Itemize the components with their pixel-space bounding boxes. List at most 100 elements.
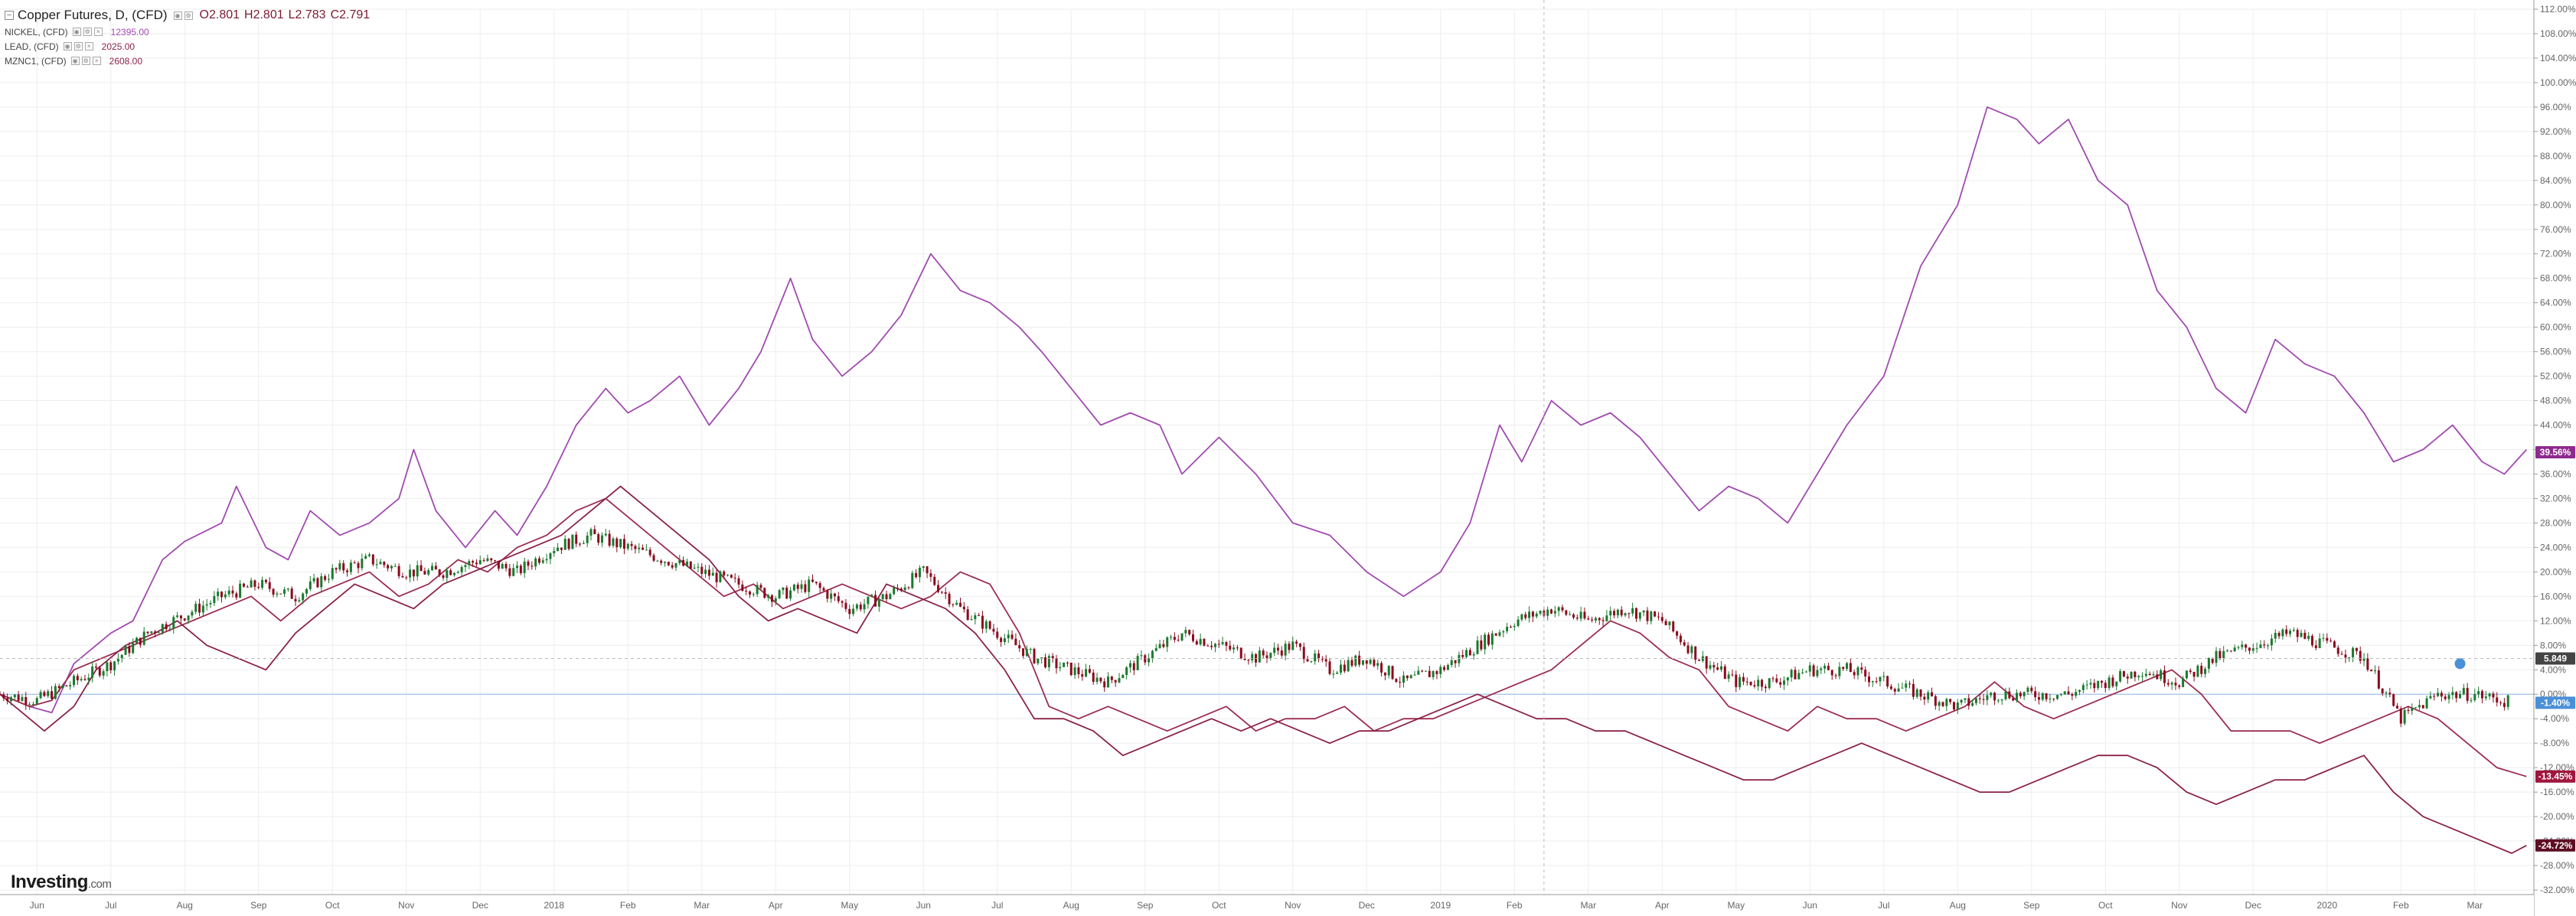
candle-body — [227, 590, 230, 595]
candle-body — [1912, 683, 1915, 697]
candle-body — [2097, 680, 2100, 689]
close-icon[interactable]: × — [93, 28, 103, 36]
candle-body — [327, 579, 330, 580]
candle-body — [1915, 689, 1918, 697]
eye-icon[interactable]: ◉ — [72, 28, 81, 36]
candle-body — [2451, 692, 2454, 696]
settings-icon[interactable]: ⚙ — [184, 11, 193, 20]
candle-body — [1269, 653, 1272, 658]
collapse-legend-icon[interactable]: − — [5, 11, 14, 20]
candle-body — [508, 568, 511, 576]
candle-body — [2008, 691, 2011, 699]
x-tick-label: Dec — [2245, 900, 2261, 911]
candle-body — [1849, 663, 1852, 673]
eye-icon[interactable]: ◉ — [63, 42, 72, 51]
settings-icon[interactable]: ⚙ — [81, 57, 90, 65]
candle-body — [209, 603, 212, 605]
candle-body — [120, 654, 123, 659]
candle-body — [1753, 685, 1756, 686]
candle-body — [2063, 691, 2066, 695]
candle-body — [745, 591, 748, 592]
candle-body — [1262, 650, 1265, 656]
candle-body — [1846, 663, 1849, 670]
candle-body — [940, 592, 943, 593]
candle-body — [331, 568, 334, 579]
candle-body — [1151, 650, 1154, 659]
settings-icon[interactable]: ⚙ — [73, 42, 83, 51]
settings-icon[interactable]: ⚙ — [83, 28, 92, 36]
candle-body — [915, 572, 918, 578]
candle-body — [109, 662, 113, 670]
candle-body — [1007, 634, 1010, 639]
candle-body — [387, 565, 390, 569]
series-name: NICKEL, (CFD) — [5, 26, 68, 37]
candle-body — [264, 579, 267, 582]
candle-body — [61, 685, 64, 689]
candle-body — [863, 604, 866, 610]
candle-body — [1949, 699, 1952, 702]
candle-body — [57, 686, 60, 689]
candle-body — [361, 559, 364, 569]
candle-body — [1498, 632, 1501, 636]
series-line — [0, 485, 2527, 854]
candle-body — [2081, 685, 2085, 690]
candle-body — [1361, 660, 1364, 665]
candle-body — [2200, 666, 2203, 674]
candle-body — [472, 561, 475, 563]
candle-body — [2399, 708, 2402, 724]
candle-body — [1642, 610, 1645, 613]
candle-body — [1990, 693, 1993, 696]
candle-body — [678, 559, 681, 563]
candle-body — [2152, 674, 2155, 676]
chart-legend: − Copper Futures, D, (CFD) ◉ ⚙ O2.801 H2… — [5, 6, 370, 68]
candle-body — [2015, 693, 2018, 701]
eye-icon[interactable]: ◉ — [173, 11, 182, 20]
candle-body — [1188, 630, 1191, 634]
candle-body — [2333, 641, 2336, 648]
eye-icon[interactable]: ◉ — [70, 57, 80, 65]
candle-body — [2204, 668, 2207, 674]
x-tick-label: Mar — [694, 900, 710, 911]
candle-body — [434, 566, 437, 570]
candle-body — [1775, 678, 1778, 683]
candle-body — [217, 592, 220, 597]
candle-body — [2111, 677, 2114, 686]
y-tick-label: -16.00% — [2540, 787, 2574, 797]
candle-body — [31, 703, 34, 705]
candle-body — [978, 614, 981, 616]
close-icon[interactable]: × — [84, 42, 93, 51]
candle-body — [2137, 676, 2140, 677]
candle-body — [2318, 638, 2321, 648]
candle-body — [357, 562, 360, 569]
alert-marker-icon[interactable] — [2454, 658, 2466, 670]
candle-body — [2185, 670, 2188, 679]
candle-body — [2488, 693, 2491, 697]
candle-body — [47, 691, 50, 696]
candle-body — [1350, 660, 1353, 666]
candle-body — [2477, 691, 2480, 695]
close-icon[interactable]: × — [92, 57, 101, 65]
candle-body — [1232, 647, 1236, 650]
x-tick-label: Aug — [177, 900, 193, 911]
time-axis[interactable]: Jun Jul Aug Sep Oct Nov Dec 2018 Feb Mar Apr May Jun… — [0, 894, 2534, 916]
candle-body — [1539, 611, 1542, 614]
candle-body — [1040, 657, 1043, 659]
candle-body — [28, 704, 31, 706]
x-tick-label: Feb — [2393, 900, 2409, 911]
candle-body — [604, 533, 607, 536]
candle-body — [497, 561, 500, 569]
candle-body — [1450, 660, 1453, 666]
y-tick-label: 80.00% — [2540, 200, 2571, 210]
candle-body — [242, 583, 245, 587]
candle-body — [1306, 659, 1309, 662]
y-tick-label: 8.00% — [2540, 640, 2566, 650]
candle-body — [652, 555, 655, 561]
candle-body — [966, 609, 969, 621]
x-tick-label: Nov — [2171, 900, 2187, 911]
candle-body — [2251, 648, 2254, 651]
candle-body — [1761, 680, 1764, 687]
candle-body — [191, 611, 194, 616]
candle-body — [1081, 674, 1084, 677]
y-tick-label: -20.00% — [2540, 811, 2574, 822]
